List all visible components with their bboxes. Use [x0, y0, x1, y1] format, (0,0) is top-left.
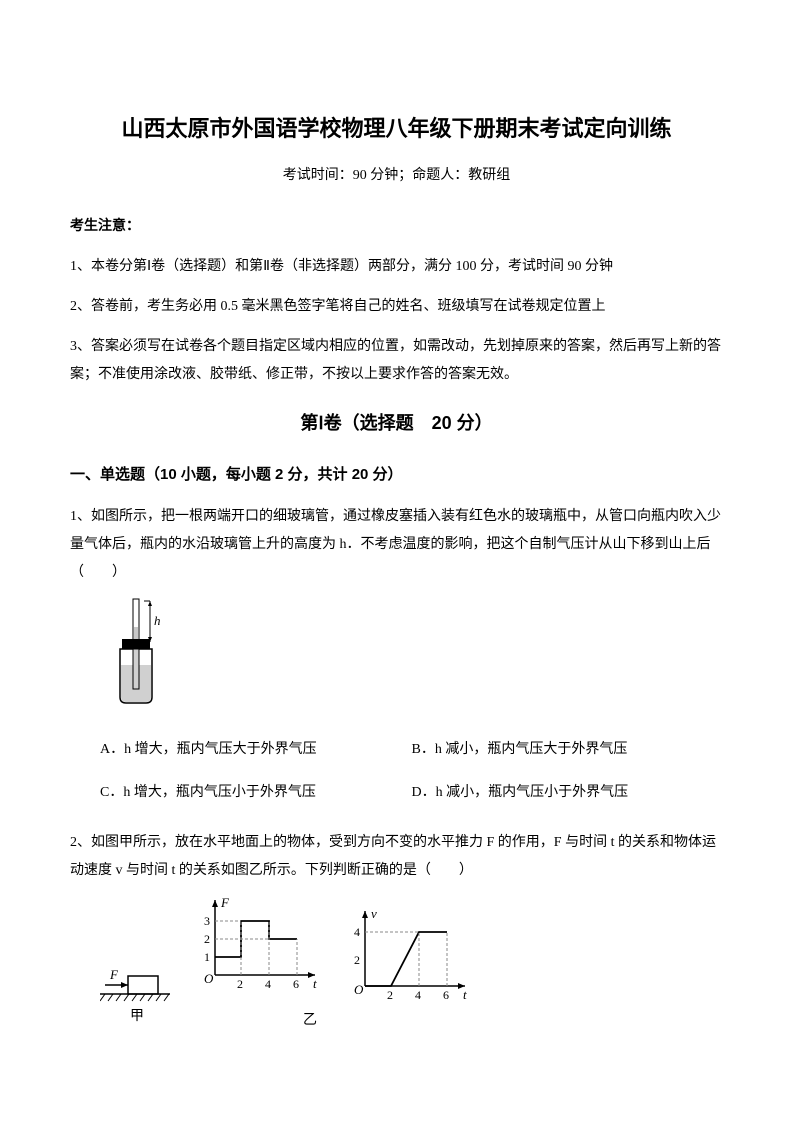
q1-figure: h [110, 597, 723, 720]
t-axis-label: t [313, 976, 317, 991]
q2-figure-jia: F 甲 [100, 954, 175, 1037]
notice-2: 2、答卷前，考生务必用 0.5 毫米黑色签字笔将自己的姓名、班级填写在试卷规定位… [70, 293, 723, 321]
ytick-1: 1 [204, 950, 210, 964]
question-2: 2、如图甲所示，放在水平地面上的物体，受到方向不变的水平推力 F 的作用，F 与… [70, 829, 723, 885]
ytick-2: 2 [204, 932, 210, 946]
section-1-title: 第Ⅰ卷（选择题 20 分） [70, 404, 723, 444]
jia-label: 甲 [130, 1009, 144, 1024]
q1-option-b: B．h 减小，瓶内气压大于外界气压 [412, 729, 724, 772]
subsection-1: 一、单选题（10 小题，每小题 2 分，共计 20 分） [70, 458, 723, 491]
f-axis-label: F [220, 895, 230, 910]
q2-figures: F 甲 F t O 1 2 3 2 [100, 895, 723, 1037]
q1-option-c: C．h 增大，瓶内气压小于外界气压 [100, 772, 412, 815]
xtick-2: 2 [237, 977, 243, 991]
ytick-3: 3 [204, 914, 210, 928]
yi-label: 乙 [195, 1006, 325, 1037]
q1-options: A．h 增大，瓶内气压大于外界气压 B．h 减小，瓶内气压大于外界气压 C．h … [100, 729, 723, 815]
notice-header: 考生注意： [70, 210, 723, 241]
origin-f: O [204, 971, 214, 986]
xtick-6: 6 [293, 977, 299, 991]
q2-graph-v: v t O 2 4 2 4 6 [345, 906, 475, 1019]
v-axis-label: v [371, 906, 377, 921]
q1-option-a: A．h 增大，瓶内气压大于外界气压 [100, 729, 412, 772]
v-ytick-2: 2 [354, 953, 360, 967]
h-label: h [154, 613, 161, 628]
q2-graph-f: F t O 1 2 3 2 4 6 乙 [195, 895, 325, 1037]
f-label: F [109, 967, 119, 982]
v-ytick-4: 4 [354, 925, 360, 939]
notice-1: 1、本卷分第Ⅰ卷（选择题）和第Ⅱ卷（非选择题）两部分，满分 100 分，考试时间… [70, 253, 723, 281]
exam-subtitle: 考试时间：90 分钟；命题人：教研组 [70, 161, 723, 192]
xtick-4: 4 [265, 977, 271, 991]
t-axis-label-v: t [463, 987, 467, 1002]
notice-3: 3、答案必须写在试卷各个题目指定区域内相应的位置，如需改动，先划掉原来的答案，然… [70, 333, 723, 389]
v-xtick-2: 2 [387, 988, 393, 1002]
v-xtick-6: 6 [443, 988, 449, 1002]
question-1: 1、如图所示，把一根两端开口的细玻璃管，通过橡皮塞插入装有红色水的玻璃瓶中，从管… [70, 503, 723, 587]
origin-v: O [354, 982, 364, 997]
q1-option-d: D．h 减小，瓶内气压小于外界气压 [412, 772, 724, 815]
exam-title: 山西太原市外国语学校物理八年级下册期末考试定向训练 [70, 105, 723, 153]
v-xtick-4: 4 [415, 988, 421, 1002]
